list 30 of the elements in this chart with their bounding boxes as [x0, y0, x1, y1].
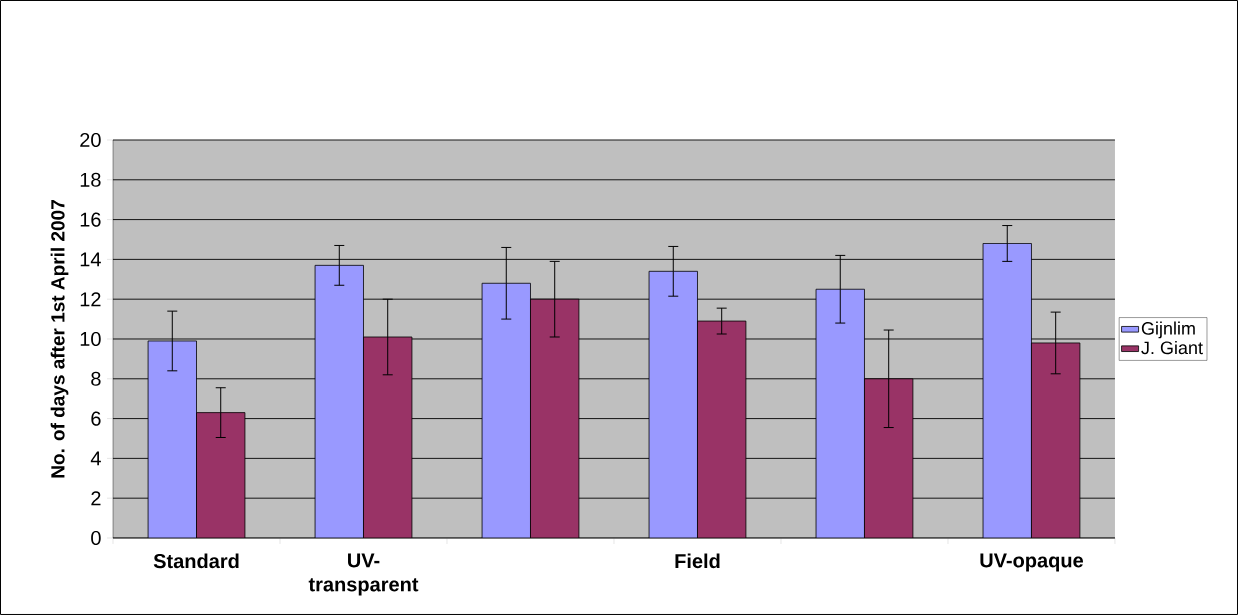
y-tick-label: 12	[80, 292, 101, 307]
bar	[1031, 342, 1081, 538]
bar	[481, 282, 531, 538]
bar	[363, 336, 413, 538]
bar	[982, 243, 1032, 538]
bar	[697, 320, 747, 538]
bar	[815, 288, 865, 538]
bar	[530, 298, 580, 538]
bar	[196, 412, 246, 538]
bar	[147, 340, 197, 538]
y-tick-label: 6	[91, 411, 101, 426]
y-tick-label: 10	[80, 331, 101, 347]
x-tick-label: UV-transparent	[308, 553, 419, 596]
bar	[314, 264, 364, 538]
y-tick-label: 18	[80, 172, 101, 187]
bar	[648, 270, 698, 538]
y-tick-label: 4	[90, 451, 101, 466]
legend-label: J. Giant	[1141, 340, 1203, 355]
y-axis-title: No. of days after 1st April 2007	[50, 200, 69, 478]
y-tick-label: 2	[91, 491, 101, 506]
x-tick-label: Field	[675, 553, 720, 569]
y-tick-label: 0	[91, 530, 101, 546]
x-tick-label: UV-opaque	[980, 553, 1084, 572]
x-tick-label: Standard	[153, 553, 239, 569]
bar	[864, 378, 914, 538]
y-tick-label: 20	[80, 132, 101, 148]
y-tick-label: 14	[80, 252, 101, 267]
y-tick-label: 8	[91, 371, 101, 386]
y-tick-label: 16	[80, 212, 101, 227]
legend-label: Gijnlim	[1141, 321, 1195, 339]
